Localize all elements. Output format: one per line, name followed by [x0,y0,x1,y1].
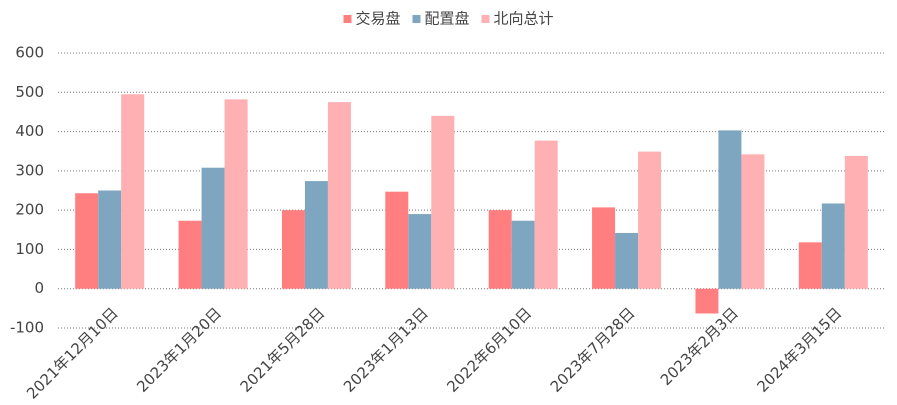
bar [431,115,455,289]
y-tick-label: -100 [10,319,44,337]
y-tick-label: 500 [15,83,44,101]
bar [638,151,662,289]
x-tick-label: 2021年5月28日 [237,304,329,396]
bar [408,214,432,289]
y-tick-label: 200 [15,201,44,219]
bar [304,181,328,289]
bar [201,167,225,289]
y-tick-label: 0 [34,279,44,297]
bar [224,99,248,289]
bar [385,191,409,289]
bar [178,220,202,289]
x-tick-label: 2023年1月13日 [340,304,432,396]
bar [281,210,305,289]
bar [741,154,765,289]
bar [592,207,616,289]
legend-swatch [343,15,352,23]
bar [615,232,639,289]
bar [798,242,822,289]
legend-swatch [481,15,490,23]
bar [327,102,351,289]
x-tick-label: 2023年7月28日 [547,304,639,396]
bar [534,140,558,289]
x-tick-label: 2024年3月15日 [754,304,846,396]
x-tick-label: 2023年2月3日 [657,304,742,389]
x-tick-label: 2022年6月10日 [443,304,535,396]
bar [121,94,145,289]
bar [75,193,99,289]
x-tick-label: 2023年1月20日 [133,304,225,396]
y-tick-label: 300 [15,161,44,179]
bar [488,210,512,289]
bar [718,130,742,289]
y-tick-label: 600 [15,44,44,62]
y-tick-label: 100 [15,240,44,258]
bar [821,203,845,289]
bar [98,190,122,289]
legend-label: 交易盘 [355,10,400,28]
bar [695,288,719,314]
bar [844,155,868,289]
legend-swatch [412,15,421,23]
bar [511,220,535,289]
legend-label: 配置盘 [424,10,469,28]
legend-label: 北向总计 [494,10,554,28]
y-tick-label: 400 [15,122,44,140]
